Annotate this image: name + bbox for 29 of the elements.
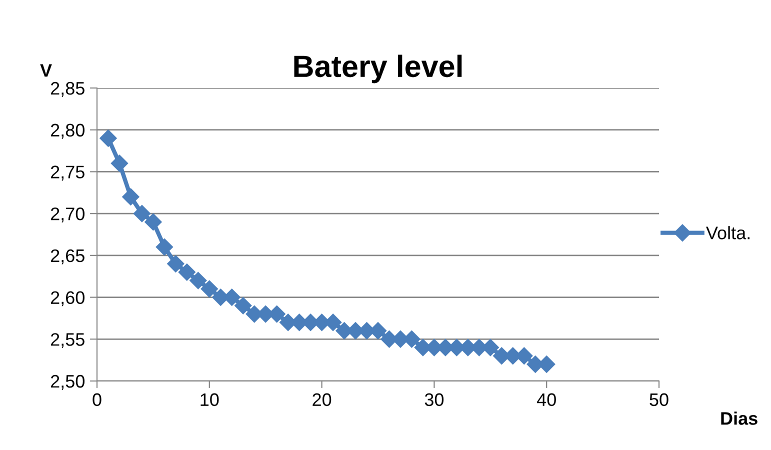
x-axis-title: Dias xyxy=(721,412,758,425)
chart-title: Batery level xyxy=(294,54,462,84)
point xyxy=(110,154,128,172)
y-tick-label: 2,65 xyxy=(50,249,84,264)
point xyxy=(122,188,140,206)
y-tick-label: 2,50 xyxy=(50,374,84,390)
x-tick-label: 30 xyxy=(424,393,444,406)
point xyxy=(200,280,218,298)
legend-label: Volta. xyxy=(706,226,750,240)
x-tick-label: 20 xyxy=(312,393,332,406)
point xyxy=(156,238,173,256)
point xyxy=(100,130,117,147)
y-tick-label: 2,70 xyxy=(50,208,84,222)
x-tick-label: 0 xyxy=(92,393,102,406)
point xyxy=(178,264,196,281)
point xyxy=(190,272,207,290)
y-tick-label: 2,55 xyxy=(50,333,84,348)
point xyxy=(234,297,252,314)
point xyxy=(167,255,184,272)
x-tick-label: 10 xyxy=(200,393,219,406)
y-tick-label: 2,60 xyxy=(50,291,84,306)
y-axis-title: V xyxy=(40,64,52,77)
x-tick-label: 40 xyxy=(536,393,556,406)
y-tick-label: 2,85 xyxy=(50,82,84,97)
point xyxy=(144,213,162,230)
point xyxy=(133,205,151,222)
y-tick-label: 2,75 xyxy=(50,166,84,181)
y-tick-label: 2,80 xyxy=(50,124,84,139)
x-tick-label: 50 xyxy=(650,393,668,406)
